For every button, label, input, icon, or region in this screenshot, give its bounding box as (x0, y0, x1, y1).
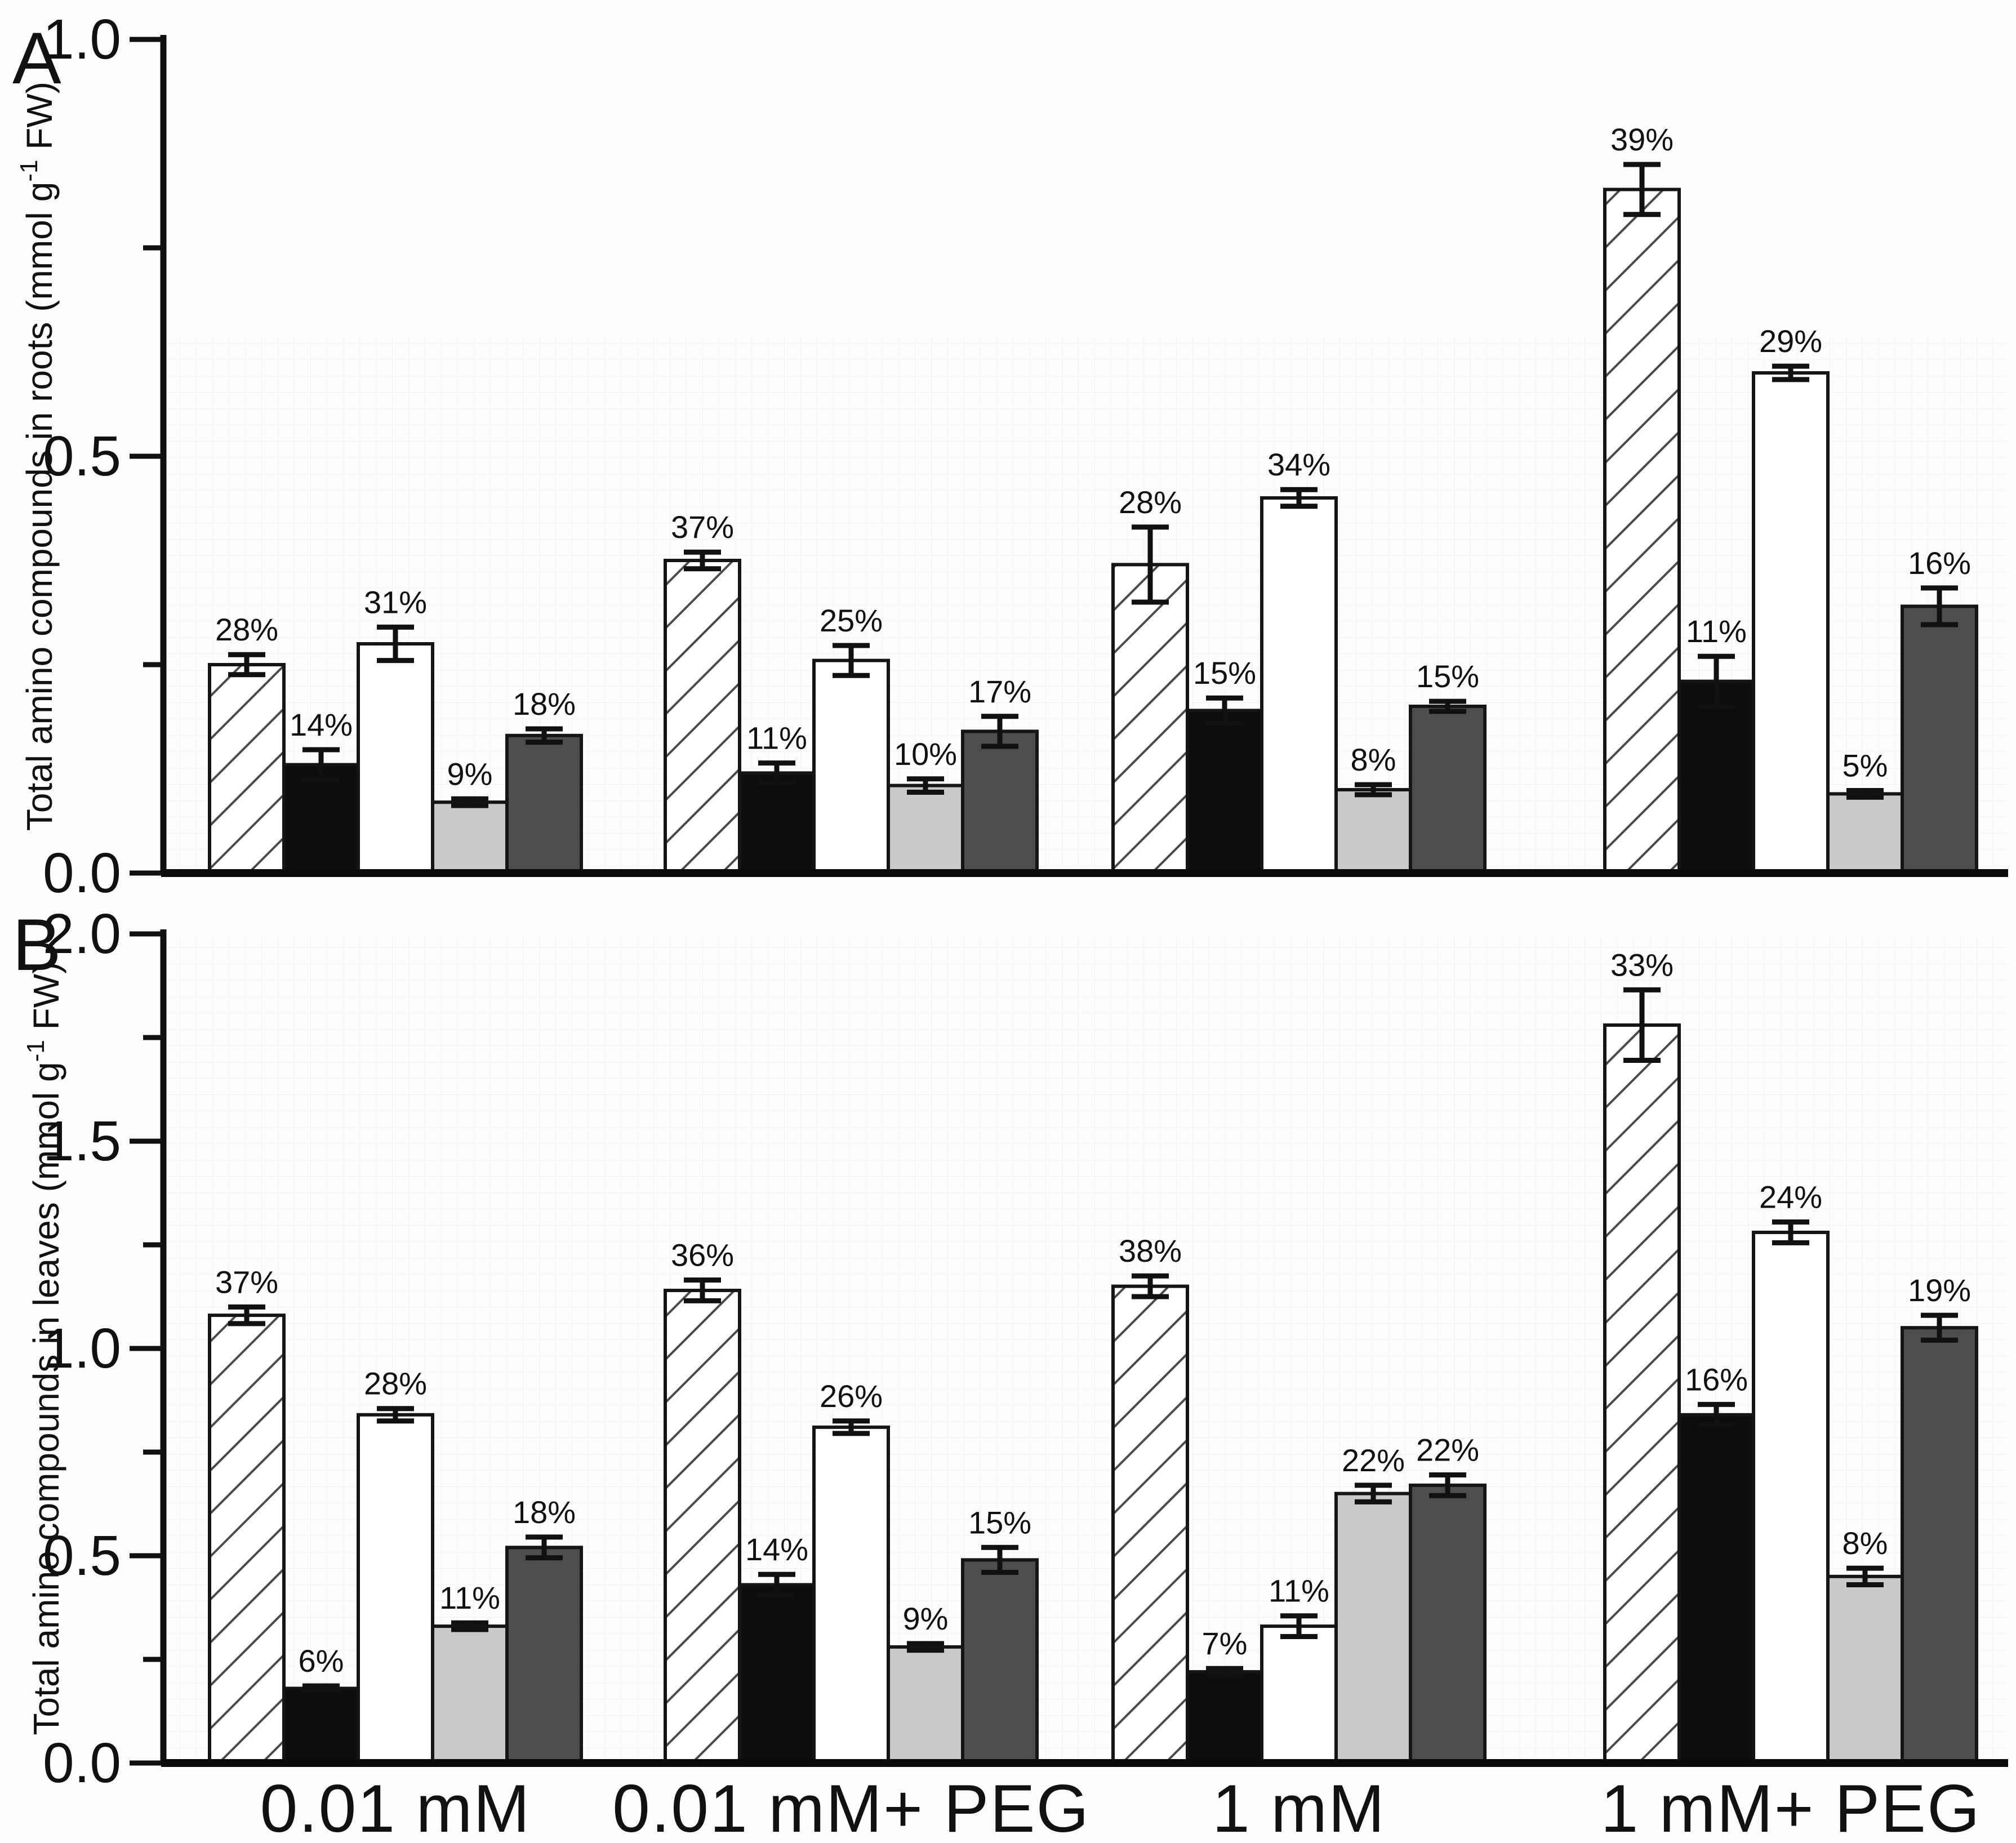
percent-label: 38% (1119, 1233, 1182, 1268)
percent-label: 7% (1202, 1626, 1248, 1661)
bar-white (1752, 371, 1830, 875)
percent-label: 18% (513, 1494, 576, 1530)
bar-light-gray (1334, 1492, 1412, 1765)
bar-white (1260, 496, 1338, 875)
percent-label: 39% (1610, 122, 1674, 157)
bar-light-gray (887, 784, 964, 875)
percent-label: 18% (513, 686, 576, 722)
panel-letter-B: B (12, 903, 61, 986)
y-axis-title: Total amino compounds in leaves (mmol g-… (22, 962, 66, 1735)
y-tick-label: 1.0 (43, 8, 121, 71)
bar-black (1186, 1670, 1263, 1765)
percent-label: 37% (671, 509, 734, 545)
bar-hatched (664, 1288, 741, 1765)
percent-label: 14% (745, 1532, 808, 1567)
bar-black (1677, 1413, 1755, 1765)
bar-light-gray (431, 800, 509, 875)
percent-label: 16% (1908, 545, 1971, 581)
percent-label: 22% (1416, 1432, 1479, 1467)
panel-letter-A: A (12, 17, 61, 99)
bar-hatched (208, 1314, 286, 1765)
percent-label: 11% (1686, 613, 1747, 649)
percent-label: 26% (820, 1378, 883, 1414)
percent-label: 33% (1610, 947, 1674, 982)
percent-label: 37% (215, 1264, 278, 1299)
bar-dark-gray (505, 733, 583, 875)
percent-label: 19% (1908, 1272, 1971, 1308)
bar-black (738, 771, 816, 875)
percent-label: 5% (1843, 747, 1888, 783)
percent-label: 22% (1342, 1443, 1405, 1478)
percent-label: 11% (1269, 1573, 1329, 1609)
bar-hatched (208, 663, 286, 875)
bar-white (812, 1425, 890, 1765)
bar-white (357, 642, 434, 875)
y-tick-label: 0.5 (43, 425, 121, 488)
bar-dark-gray (961, 1558, 1039, 1765)
percent-label: 9% (447, 756, 493, 791)
y-tick-label: 1.5 (43, 1110, 121, 1173)
bar-dark-gray (1901, 1326, 1978, 1765)
percent-label: 14% (290, 707, 353, 742)
percent-label: 25% (820, 603, 883, 638)
bar-light-gray (431, 1624, 509, 1765)
y-tick-label: 2.0 (43, 902, 121, 965)
y-tick-label: 0.5 (43, 1524, 121, 1587)
percent-label: 8% (1351, 742, 1396, 777)
y-tick-label: 1.0 (43, 1317, 121, 1380)
bar-black (738, 1583, 816, 1765)
y-axis-title: Total amino compounds in roots (mmol g-1… (15, 82, 60, 831)
bar-dark-gray (505, 1546, 583, 1765)
y-tick-label: 0.0 (43, 1731, 121, 1795)
bar-black (1186, 709, 1263, 875)
percent-label: 8% (1843, 1525, 1888, 1561)
percent-label: 11% (746, 720, 807, 756)
bar-light-gray (1334, 788, 1412, 875)
bar-dark-gray (961, 729, 1039, 875)
percent-label: 31% (364, 584, 427, 620)
percent-label: 24% (1759, 1179, 1822, 1215)
bar-dark-gray (1409, 1483, 1487, 1765)
percent-label: 29% (1759, 323, 1822, 359)
bar-white (812, 658, 890, 875)
percent-label: 15% (1416, 658, 1479, 694)
percent-label: 17% (968, 674, 1031, 709)
x-category-label: 1 mM (1212, 1771, 1386, 1843)
bar-light-gray (1826, 792, 1904, 875)
percent-label: 9% (903, 1601, 949, 1636)
bar-dark-gray (1901, 604, 1978, 875)
percent-label: 10% (894, 736, 957, 772)
bar-white (1260, 1624, 1338, 1765)
percent-label: 15% (968, 1504, 1031, 1540)
bar-dark-gray (1409, 705, 1487, 875)
percent-label: 15% (1193, 655, 1256, 691)
x-category-label: 0.01 mM+ PEG (612, 1771, 1090, 1843)
percent-label: 11% (439, 1580, 500, 1615)
bar-light-gray (887, 1645, 964, 1765)
bar-black (1677, 679, 1755, 875)
bar-light-gray (1826, 1574, 1904, 1765)
percent-label: 6% (299, 1643, 344, 1679)
x-category-label: 0.01 mM (260, 1771, 531, 1843)
bar-hatched (1603, 1023, 1681, 1765)
percent-label: 36% (671, 1237, 734, 1273)
bar-white (357, 1413, 434, 1765)
bar-hatched (1603, 188, 1681, 875)
bar-hatched (1111, 563, 1189, 875)
y-tick-label: 0.0 (43, 842, 121, 905)
percent-label: 28% (215, 612, 278, 647)
bar-white (1752, 1230, 1830, 1765)
percent-label: 34% (1267, 447, 1330, 482)
percent-label: 28% (364, 1366, 427, 1401)
x-category-label: 1 mM+ PEG (1601, 1771, 1981, 1843)
bar-hatched (1111, 1284, 1189, 1765)
bar-black (282, 1686, 360, 1765)
bar-hatched (664, 559, 741, 875)
percent-label: 28% (1119, 484, 1182, 520)
percent-label: 16% (1685, 1361, 1748, 1397)
